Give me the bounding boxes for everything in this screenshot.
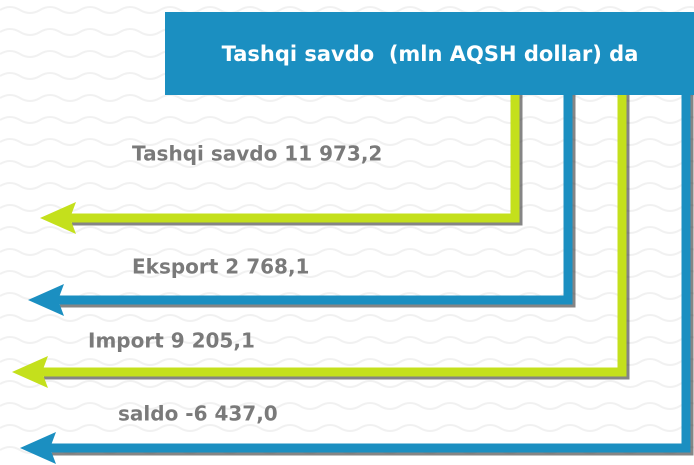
arrow-head — [12, 356, 48, 388]
wave — [0, 204, 694, 212]
wave — [0, 358, 694, 366]
arrow-line — [50, 95, 691, 453]
header-title: Tashqi savdo (mln AQSH dollar) da — [222, 42, 639, 66]
arrow-head — [40, 202, 76, 234]
item-label: Tashqi savdo 11 973,2 — [132, 142, 382, 166]
wave — [0, 270, 694, 278]
wave — [0, 424, 694, 432]
item-label: saldo -6 437,0 — [118, 402, 278, 426]
arrow-line — [58, 95, 573, 305]
arrows: Tashqi savdo 11 973,2 Eksport 2 768,1 Impo… — [12, 95, 694, 464]
item-label: Eksport 2 768,1 — [132, 255, 309, 279]
header-box — [165, 12, 694, 95]
wave — [0, 94, 694, 102]
wave — [0, 248, 694, 256]
arrow-head — [20, 432, 56, 464]
wave — [0, 402, 694, 410]
wave — [0, 160, 694, 168]
wave — [0, 336, 694, 344]
wave — [0, 314, 694, 322]
wave — [0, 116, 694, 124]
arrow-line — [42, 95, 627, 377]
arrow-line — [70, 95, 520, 223]
item-label: Import 9 205,1 — [88, 329, 255, 353]
wave — [0, 138, 694, 146]
wave — [0, 182, 694, 190]
wave — [0, 6, 694, 14]
arrow-head — [28, 284, 64, 316]
wave — [0, 226, 694, 234]
wave — [0, 380, 694, 388]
